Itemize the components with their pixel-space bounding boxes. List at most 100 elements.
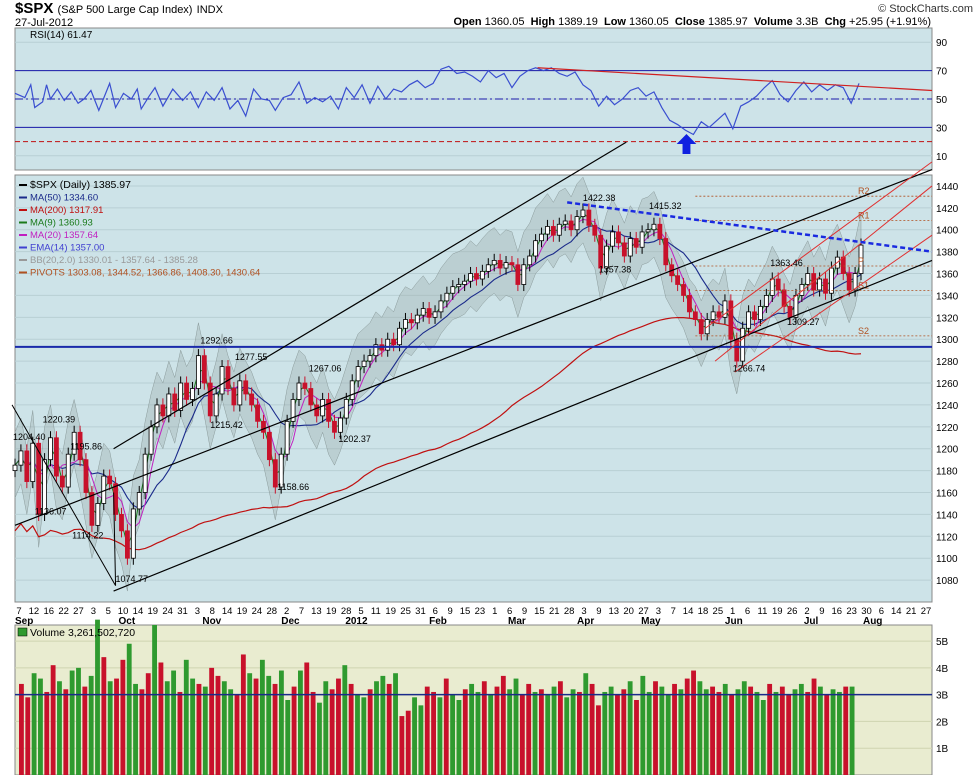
x-tick-label: 9 — [596, 606, 601, 617]
x-month-label: 2012 — [345, 616, 368, 627]
volume-bar — [355, 694, 360, 775]
rsi-tick-label: 10 — [936, 152, 948, 163]
candle-body — [787, 305, 793, 318]
price-annotation: 1309.27 — [787, 317, 820, 327]
candle-body — [758, 305, 763, 320]
red-channel-b — [704, 161, 933, 329]
symbol: $SPX — [15, 0, 54, 17]
volume-bar — [665, 694, 671, 775]
x-tick-label: 20 — [623, 606, 634, 617]
volume-title: Volume 3,261,502,720 — [30, 627, 135, 639]
candle-body — [805, 273, 811, 285]
volume-bar — [805, 691, 811, 775]
price-tick-label: 1300 — [936, 335, 959, 346]
candle-body — [278, 453, 284, 488]
candle-body — [450, 286, 456, 294]
candle-body — [337, 417, 343, 433]
candle-body — [65, 453, 71, 488]
volume-bar — [69, 670, 75, 775]
volume-legend-swatch — [17, 627, 28, 637]
x-tick-label: 23 — [846, 606, 857, 617]
candle-body — [225, 366, 231, 389]
x-month-label: Sep — [15, 616, 33, 627]
x-tick-label: 19 — [148, 606, 159, 617]
x-tick-label: 6 — [507, 606, 512, 617]
volume-tick-label: 4B — [936, 664, 949, 675]
candle-body — [172, 393, 178, 411]
price-annotation: 1363.46 — [770, 258, 803, 268]
x-tick-label: 3 — [656, 606, 661, 617]
volume-tick-label: 1B — [936, 744, 949, 755]
x-tick-label: 13 — [311, 606, 322, 617]
candle-body — [272, 459, 278, 488]
volume-bar — [50, 665, 56, 775]
x-tick-label: 9 — [448, 606, 453, 617]
x-month-label: Apr — [577, 616, 594, 627]
candle-body — [515, 264, 521, 285]
volume-bar — [779, 686, 785, 775]
volume-bar — [418, 705, 424, 775]
volume-bar — [367, 689, 373, 775]
candle-body — [852, 273, 858, 291]
channel-upper — [113, 141, 627, 450]
volume-bar — [133, 683, 138, 775]
price-annotation: 1202.37 — [338, 434, 371, 444]
candle-body — [527, 255, 533, 266]
volume-bar — [773, 691, 779, 775]
x-tick-label: 7 — [671, 606, 676, 617]
candle-body — [184, 382, 189, 400]
close-label: Close — [674, 16, 705, 28]
candle-body — [651, 223, 657, 231]
volume-bar — [380, 675, 386, 775]
candle-body — [284, 420, 290, 455]
candle-body — [154, 404, 160, 428]
volume-bar — [221, 681, 227, 775]
candle-body — [59, 475, 65, 488]
candle-body — [54, 437, 59, 477]
volume-bar — [564, 697, 570, 775]
x-month-label: Jul — [804, 616, 819, 627]
price-annotation: 1357.38 — [599, 264, 632, 274]
candle-body — [178, 382, 184, 411]
x-month-label: Mar — [508, 616, 526, 627]
price-annotation: 1136.07 — [35, 507, 67, 517]
candle-body — [692, 311, 698, 320]
volume-tick-label: 2B — [936, 717, 949, 728]
x-tick-label: 14 — [222, 606, 233, 617]
volume-bar — [843, 686, 849, 775]
candle-body — [160, 404, 166, 417]
x-tick-label: 7 — [299, 606, 304, 617]
candle-body — [95, 503, 101, 526]
x-tick-label: 6 — [433, 606, 438, 617]
price-tick-label: 1260 — [936, 379, 959, 390]
high-label: High — [530, 16, 556, 28]
volume-bar — [209, 667, 215, 775]
volume-bar — [557, 681, 563, 775]
candle-body — [213, 393, 219, 417]
candle-body — [592, 224, 598, 236]
open-value: 1360.05 — [484, 16, 525, 28]
x-tick-label: 6 — [745, 606, 750, 617]
volume-bar — [304, 662, 310, 775]
x-month-label: Nov — [202, 616, 221, 627]
volume-bar — [285, 700, 291, 775]
candle-body — [107, 475, 113, 485]
volume-bar — [431, 691, 436, 775]
volume-bar — [386, 683, 392, 775]
volume-bar — [291, 686, 297, 775]
candle-body — [846, 273, 852, 291]
x-tick-label: 12 — [29, 606, 40, 617]
candle-body — [545, 226, 550, 235]
x-tick-label: 3 — [91, 606, 96, 617]
price-annotation: 1415.32 — [649, 201, 682, 211]
close-value: 1385.97 — [707, 16, 748, 28]
x-month-label: Jun — [725, 616, 743, 627]
candle-body — [373, 344, 379, 357]
candle-body — [408, 319, 414, 324]
volume-bar — [177, 691, 183, 775]
x-tick-label: 9 — [819, 606, 824, 617]
price-tick-label: 1400 — [936, 226, 959, 237]
candle-body — [426, 308, 432, 318]
volume-bar — [215, 675, 221, 775]
legend-entry: MA(20) 1357.64 — [30, 230, 98, 241]
